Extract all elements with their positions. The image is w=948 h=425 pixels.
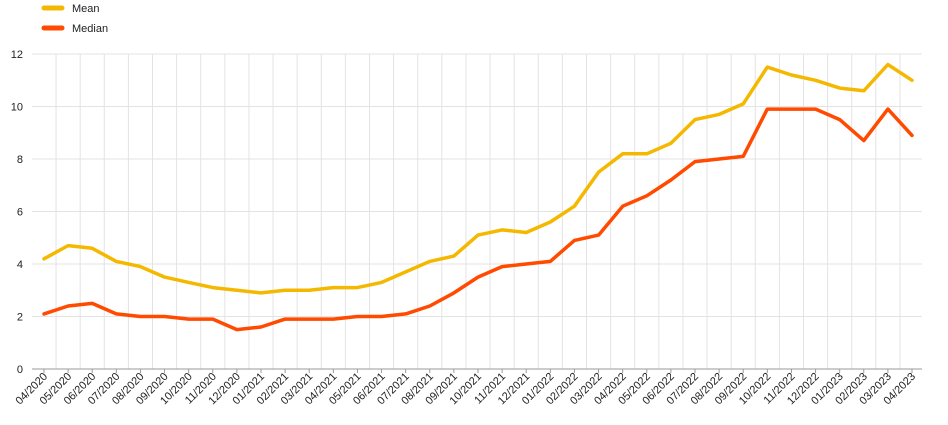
chart-grid — [32, 53, 922, 370]
chart-axes: 02468101204/202005/202006/202007/202008/… — [11, 49, 918, 407]
y-tick-label: 10 — [11, 102, 23, 114]
y-tick-label: 0 — [17, 364, 23, 376]
legend-label-median: Median — [72, 23, 108, 35]
legend-label-mean: Mean — [72, 3, 100, 15]
legend: Mean Median — [41, 3, 108, 35]
chart-series — [42, 62, 914, 332]
y-tick-label: 6 — [17, 207, 23, 219]
series-line-mean — [42, 62, 914, 295]
series-line-median — [42, 107, 914, 332]
y-tick-label: 2 — [17, 312, 23, 324]
y-tick-label: 8 — [17, 154, 23, 166]
y-tick-label: 12 — [11, 49, 23, 61]
y-tick-label: 4 — [17, 259, 23, 271]
